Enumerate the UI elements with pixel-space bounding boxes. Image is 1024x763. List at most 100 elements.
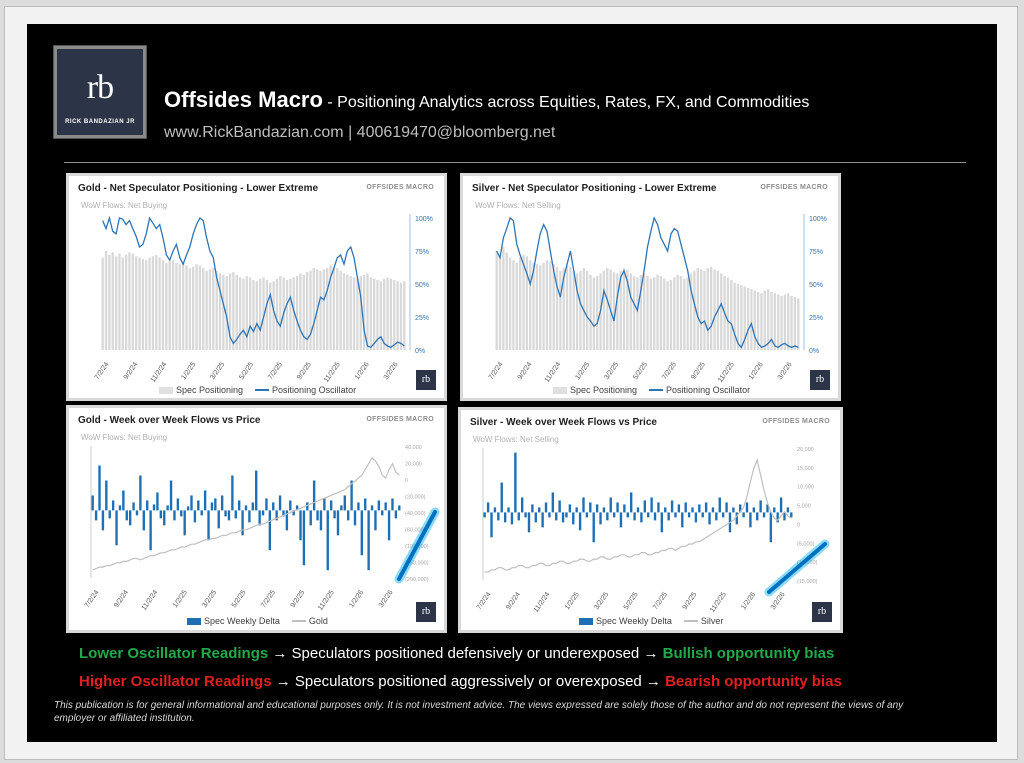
spec-positioning-bar [356, 278, 359, 350]
x-tick-label: 7/2/25 [652, 591, 669, 611]
weekly-delta-bar [275, 510, 278, 521]
weekly-delta-bar [739, 504, 742, 513]
spec-positioning-bar [181, 262, 185, 350]
mini-logo: rb [812, 602, 832, 622]
weekly-delta-bar [98, 465, 101, 511]
weekly-delta-bar [640, 512, 643, 523]
gold-flows-panel: 40,00020,0000(20,000)(40,000)(60,000)(10… [66, 405, 447, 633]
weekly-delta-bar [626, 512, 629, 518]
weekly-delta-bar [517, 512, 520, 521]
weekly-delta-bar [606, 512, 609, 521]
spec-positioning-bar [777, 294, 780, 350]
chart-legend: Spec Positioning Positioning Oscillator [553, 385, 750, 395]
weekly-delta-bar [732, 507, 735, 513]
spec-positioning-bar [366, 273, 369, 350]
spec-positioning-bar [185, 265, 188, 350]
weekly-delta-bar [163, 510, 166, 526]
spec-positioning-bar [565, 265, 569, 350]
x-tick-label: 3/2/25 [201, 589, 218, 609]
page-title: Offsides Macro [164, 87, 323, 112]
weekly-delta-bar [190, 495, 193, 511]
spec-positioning-bar [579, 270, 582, 350]
weekly-delta-bar [629, 492, 633, 513]
x-tick-label: 7/2/25 [260, 589, 277, 609]
spec-positioning-bar [101, 257, 104, 350]
x-tick-label: 11/2/25 [323, 361, 342, 384]
weekly-delta-bar [377, 500, 381, 511]
spec-positioning-bar [626, 269, 629, 350]
weekly-delta-bar [255, 470, 258, 511]
weekly-delta-bar [357, 502, 360, 511]
spec-positioning-bar [629, 273, 632, 350]
spec-positioning-bar [649, 278, 653, 350]
bullish-bias-label: Bullish opportunity bias [662, 645, 835, 662]
weekly-delta-bar [149, 510, 152, 551]
logo-initials: rb [86, 69, 114, 106]
spec-positioning-bar [770, 291, 773, 350]
weekly-delta-bar [251, 502, 255, 511]
weekly-delta-bar [312, 480, 316, 511]
y-tick-label: 0 [797, 522, 800, 528]
weekly-delta-bar [514, 452, 517, 513]
spec-positioning-bar [128, 252, 131, 350]
weekly-delta-bar [749, 512, 752, 528]
spec-positioning-bar [346, 274, 349, 350]
weekly-delta-bar [555, 512, 558, 521]
x-tick-label: 3/2/25 [593, 591, 610, 611]
weekly-delta-bar [398, 505, 401, 511]
mini-logo: rb [810, 370, 830, 390]
x-tick-label: 7/2/24 [84, 589, 101, 609]
spec-positioning-bar [612, 272, 616, 350]
x-tick-label: 3/2/25 [603, 361, 620, 381]
spec-positioning-bar [215, 270, 218, 350]
legend-swatch-spec [553, 386, 567, 394]
spec-positioning-bar [498, 254, 502, 350]
weekly-delta-bar [169, 480, 173, 511]
weekly-delta-bar [374, 510, 377, 531]
weekly-delta-bar [108, 510, 111, 519]
page-subtitle: - Positioning Analytics across Equities,… [322, 94, 810, 111]
weekly-delta-bar [756, 512, 759, 521]
spec-positioning-bar [376, 280, 379, 350]
spec-positioning-bar [743, 286, 746, 350]
chart-legend: Spec Positioning Positioning Oscillator [159, 385, 356, 395]
flow-note: WoW Flows: Net Selling [475, 201, 561, 210]
weekly-delta-bar [258, 510, 261, 526]
spec-positioning-bar [529, 260, 532, 350]
weekly-delta-bar [490, 512, 493, 538]
spec-positioning-bar [352, 277, 356, 350]
spec-positioning-bar [245, 276, 248, 350]
weekly-delta-bar [677, 504, 681, 513]
weekly-delta-bar [558, 500, 561, 513]
spec-positioning-bar [272, 281, 275, 350]
weekly-delta-bar [200, 510, 203, 516]
weekly-delta-bar [497, 512, 500, 521]
weekly-delta-bar [578, 512, 582, 531]
weekly-delta-bar [527, 512, 531, 533]
spec-positioning-bar [632, 276, 636, 350]
spec-positioning-bar [322, 269, 326, 350]
spec-positioning-bar [653, 277, 656, 350]
legend-spec-weekly-delta: Spec Weekly Delta [204, 616, 280, 626]
x-tick-label: 5/2/25 [238, 361, 255, 381]
weekly-delta-bar [769, 512, 773, 543]
y-tick-label: 10,000 [797, 485, 814, 491]
x-tick-label: 9/2/24 [113, 589, 130, 609]
spec-positioning-bar [710, 266, 713, 350]
weekly-delta-bar [602, 507, 606, 513]
brand-label: OFFSIDES MACRO [760, 184, 828, 191]
spec-positioning-bar [696, 268, 699, 350]
spec-positioning-bar [232, 272, 235, 350]
weekly-delta-bar [265, 498, 268, 511]
spec-positioning-bar [616, 273, 619, 350]
spec-positioning-bar [111, 252, 114, 350]
y-tick-label: 20,000 [405, 462, 422, 468]
spec-positioning-bar [773, 293, 777, 350]
weekly-delta-bar [599, 512, 602, 525]
spec-positioning-bar [508, 257, 512, 350]
weekly-delta-bar [186, 506, 190, 511]
spec-positioning-bar [797, 298, 800, 350]
silver-oscillator-chart: 100% 75% 50% 25% 0% 7/2/24 9/2/24 11/2/24 1/2/25… [488, 214, 827, 384]
y-tick-label: (40,000) [405, 511, 426, 517]
spec-positioning-bar [713, 269, 716, 350]
